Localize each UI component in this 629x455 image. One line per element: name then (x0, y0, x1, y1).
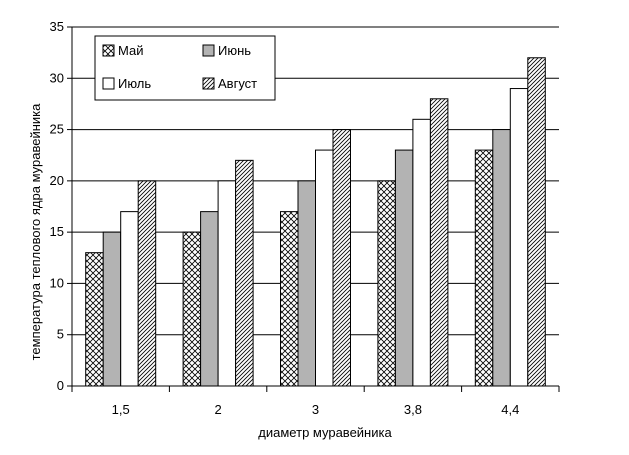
y-tick-label: 20 (50, 173, 64, 188)
bar-gray (297, 180, 316, 387)
bar-crosshatch (182, 231, 202, 387)
bar-white (315, 149, 334, 387)
y-tick-label: 25 (50, 122, 64, 137)
y-tick-label: 30 (50, 70, 64, 85)
legend-box (94, 35, 276, 101)
legend: Май Июнь Июль Август (94, 35, 276, 101)
x-axis-label: диаметр муравейника (258, 425, 392, 440)
legend-swatch (102, 44, 115, 57)
axes (67, 26, 560, 392)
legend-label: Июль (118, 76, 151, 91)
x-tick-labels: 1,5 2 3 3,8 4,4 (112, 402, 520, 417)
bar-white (120, 211, 139, 387)
bar-white (217, 180, 237, 387)
legend-swatch (202, 44, 215, 57)
bar-gray (200, 211, 219, 387)
y-tick-label: 35 (50, 19, 64, 34)
legend-label: Май (118, 43, 143, 58)
y-tick-label: 0 (57, 378, 64, 393)
y-tick-label: 15 (50, 224, 64, 239)
bar-diagonal (429, 98, 449, 387)
legend-swatch (202, 77, 215, 90)
bar-gray (102, 231, 122, 387)
bar-gray (492, 129, 511, 387)
y-tick-label: 5 (57, 327, 64, 342)
y-tick-label: 10 (50, 275, 64, 290)
legend-label: Август (218, 76, 257, 91)
x-tick-label: 4,4 (501, 402, 519, 417)
x-tick-label: 1,5 (112, 402, 130, 417)
bar-gray (394, 149, 414, 387)
bar-diagonal (332, 129, 351, 387)
legend-swatch (102, 77, 115, 90)
bar-white (412, 118, 431, 387)
bar-diagonal (137, 180, 157, 387)
legend-label: Июнь (218, 43, 251, 58)
bars (85, 57, 546, 387)
bar-crosshatch (280, 211, 299, 387)
y-axis-label: температура теплового ядра муравейника (28, 103, 43, 361)
x-tick-label: 3 (312, 402, 319, 417)
bar-diagonal (527, 57, 546, 387)
bar-crosshatch (377, 180, 396, 387)
bar-white (509, 88, 529, 387)
bar-crosshatch (474, 149, 494, 387)
x-tick-label: 3,8 (404, 402, 422, 417)
bar-diagonal (235, 159, 254, 387)
bar-crosshatch (85, 252, 104, 387)
x-tick-label: 2 (214, 402, 221, 417)
y-tick-labels: 0 5 10 15 20 25 30 35 (50, 19, 64, 393)
